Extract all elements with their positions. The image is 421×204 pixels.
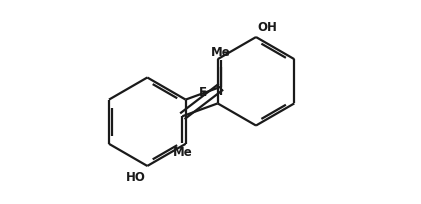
Text: OH: OH xyxy=(257,21,277,34)
Text: Me: Me xyxy=(173,145,192,158)
Text: Me: Me xyxy=(211,46,231,59)
Text: HO: HO xyxy=(126,170,146,183)
Text: E: E xyxy=(199,85,207,98)
